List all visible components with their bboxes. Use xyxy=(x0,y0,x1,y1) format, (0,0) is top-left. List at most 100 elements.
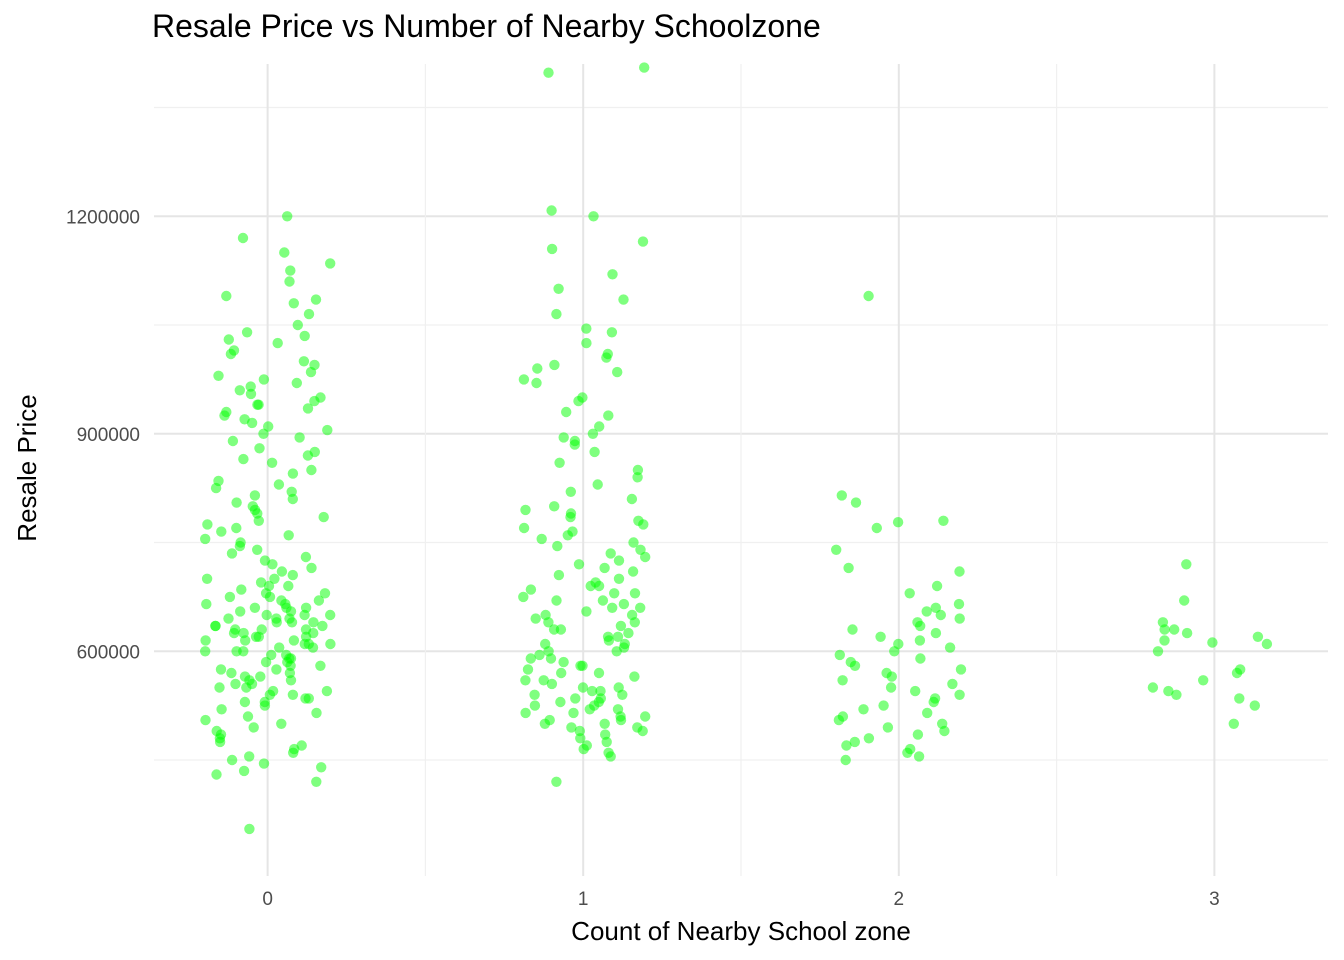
data-point xyxy=(325,609,336,621)
data-point xyxy=(581,323,592,334)
data-point xyxy=(1159,624,1170,635)
data-point xyxy=(1198,675,1209,686)
data-point xyxy=(317,620,328,632)
data-point xyxy=(955,664,967,675)
data-point xyxy=(258,758,270,769)
data-point xyxy=(299,330,310,342)
data-point xyxy=(831,544,842,555)
data-point xyxy=(595,685,606,697)
data-point xyxy=(253,399,264,410)
data-point xyxy=(553,283,564,294)
data-point xyxy=(311,776,322,787)
data-point xyxy=(518,374,530,385)
data-point xyxy=(214,682,225,693)
data-point xyxy=(225,348,237,360)
data-point xyxy=(534,649,545,661)
data-point xyxy=(319,588,331,599)
data-point xyxy=(315,660,326,671)
data-point xyxy=(234,385,245,396)
data-point xyxy=(200,635,211,646)
data-point xyxy=(545,653,557,664)
data-point xyxy=(241,327,253,338)
data-point xyxy=(244,823,255,835)
data-point xyxy=(592,479,603,490)
data-point xyxy=(910,685,921,697)
data-point xyxy=(863,733,875,744)
data-point xyxy=(1261,638,1273,650)
data-point xyxy=(889,646,900,657)
data-point xyxy=(913,751,925,762)
data-point xyxy=(609,588,620,599)
data-point xyxy=(228,627,240,639)
data-point xyxy=(607,269,618,280)
data-point xyxy=(245,381,256,392)
data-point xyxy=(520,675,531,686)
data-point xyxy=(219,410,230,421)
data-point xyxy=(271,664,282,675)
data-point xyxy=(238,765,250,777)
data-point xyxy=(201,573,213,584)
data-point xyxy=(285,675,297,686)
data-point xyxy=(216,526,227,537)
data-point xyxy=(954,689,965,700)
data-point xyxy=(615,714,627,726)
tick-labels: 0 1 2 3 600000 900000 1200000 xyxy=(66,207,1220,910)
data-point xyxy=(318,511,329,523)
data-point xyxy=(930,627,942,639)
data-point xyxy=(549,359,560,371)
data-point xyxy=(612,366,623,378)
data-point xyxy=(558,656,569,668)
data-point xyxy=(288,298,299,309)
data-point xyxy=(912,729,924,740)
data-point xyxy=(1228,718,1240,729)
chart-title: Resale Price vs Number of Nearby Schoolz… xyxy=(152,8,821,44)
data-point xyxy=(1159,635,1170,646)
data-point xyxy=(226,754,238,766)
data-point xyxy=(306,562,317,574)
data-point xyxy=(588,211,599,222)
data-point xyxy=(640,551,651,563)
data-point xyxy=(834,649,845,661)
data-point xyxy=(266,649,277,661)
data-point xyxy=(886,671,897,682)
data-point xyxy=(200,533,211,545)
data-point xyxy=(627,566,639,577)
data-point xyxy=(921,606,932,617)
data-point xyxy=(266,457,278,468)
data-point xyxy=(546,243,558,255)
data-point xyxy=(1234,693,1245,704)
data-point xyxy=(239,696,251,708)
data-point xyxy=(863,290,874,302)
data-point xyxy=(892,517,904,528)
data-point xyxy=(837,675,848,686)
data-point xyxy=(307,642,319,653)
data-point xyxy=(577,682,589,693)
data-point xyxy=(882,722,894,733)
data-point xyxy=(292,319,303,331)
y-tick-label: 900000 xyxy=(77,425,140,446)
data-point xyxy=(915,653,926,664)
data-point xyxy=(556,667,567,679)
data-point xyxy=(1163,685,1174,697)
data-point xyxy=(529,689,540,700)
data-point xyxy=(575,733,586,744)
data-point xyxy=(316,762,327,773)
data-point xyxy=(288,635,300,646)
data-point xyxy=(623,627,634,639)
data-point xyxy=(618,598,630,610)
data-point xyxy=(520,504,531,516)
data-point xyxy=(1249,700,1261,711)
data-point xyxy=(285,265,296,276)
data-point xyxy=(902,747,913,758)
data-point xyxy=(322,424,333,436)
data-point xyxy=(231,497,242,508)
data-point xyxy=(287,493,298,505)
data-point xyxy=(311,707,322,719)
x-axis-title: Count of Nearby School zone xyxy=(571,916,911,946)
x-tick-label: 3 xyxy=(1209,889,1220,910)
data-point xyxy=(298,356,310,367)
data-point xyxy=(215,664,227,675)
data-point xyxy=(244,751,255,762)
data-point xyxy=(216,704,227,715)
data-point xyxy=(603,635,615,646)
